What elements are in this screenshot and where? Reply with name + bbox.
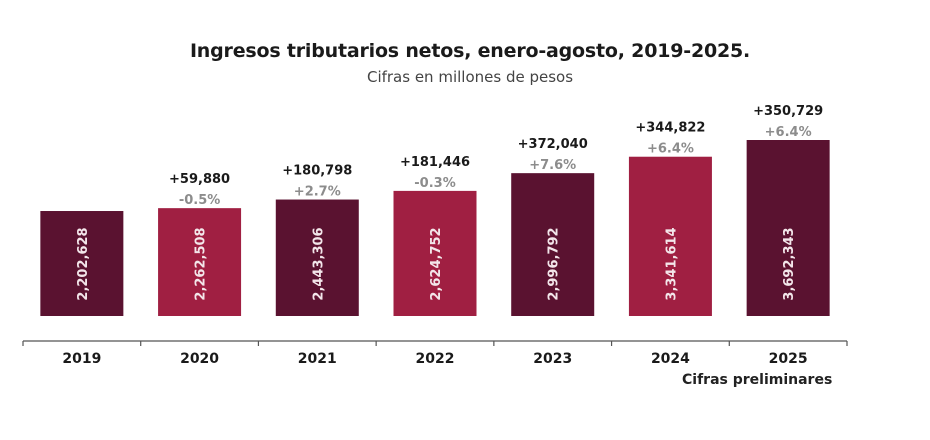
- bar-value-label: 2,624,752: [429, 227, 444, 300]
- x-tick-label: 2025: [769, 351, 808, 367]
- bar-2019: [40, 211, 124, 316]
- x-tick-label: 2019: [62, 351, 101, 367]
- bar-2025: [746, 140, 830, 316]
- bar-value-label: 3,341,614: [664, 227, 679, 300]
- absolute-change-label: +181,446: [400, 155, 470, 170]
- bar-value-label: 2,996,792: [547, 227, 562, 300]
- absolute-change-label: +350,729: [753, 104, 823, 119]
- bar-2024: [628, 156, 712, 316]
- bar-2021: [275, 199, 359, 316]
- percent-change-label: +6.4%: [765, 125, 812, 140]
- absolute-change-label: +372,040: [518, 137, 588, 152]
- preliminary-note: Cifras preliminares: [682, 372, 833, 388]
- bar-value-label: 3,692,343: [782, 227, 797, 300]
- chart-title: Ingresos tributarios netos, enero-agosto…: [189, 40, 751, 62]
- bar-2020: [158, 208, 242, 316]
- absolute-change-label: +344,822: [635, 121, 705, 136]
- percent-change-label: -0.5%: [179, 193, 220, 208]
- x-tick-label: 2022: [416, 351, 455, 367]
- percent-change-label: -0.3%: [414, 176, 455, 191]
- bar-value-label: 2,262,508: [194, 227, 209, 300]
- absolute-change-label: +59,880: [169, 172, 230, 187]
- bar-value-label: 2,202,628: [76, 227, 91, 300]
- x-tick-label: 2020: [180, 351, 219, 367]
- percent-change-label: +6.4%: [647, 142, 694, 157]
- bar-2022: [393, 190, 477, 316]
- x-tick-label: 2023: [533, 351, 572, 367]
- chart-subtitle: Cifras en millones de pesos: [366, 68, 574, 86]
- x-tick-label: 2024: [651, 351, 690, 367]
- x-tick-label: 2021: [298, 351, 337, 367]
- percent-change-label: +2.7%: [294, 185, 341, 200]
- bar-value-label: 2,443,306: [311, 227, 326, 300]
- percent-change-label: +7.6%: [529, 158, 576, 173]
- absolute-change-label: +180,798: [282, 164, 352, 179]
- bar-2023: [511, 173, 595, 316]
